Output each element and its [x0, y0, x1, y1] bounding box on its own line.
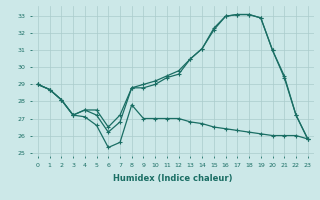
X-axis label: Humidex (Indice chaleur): Humidex (Indice chaleur): [113, 174, 233, 183]
